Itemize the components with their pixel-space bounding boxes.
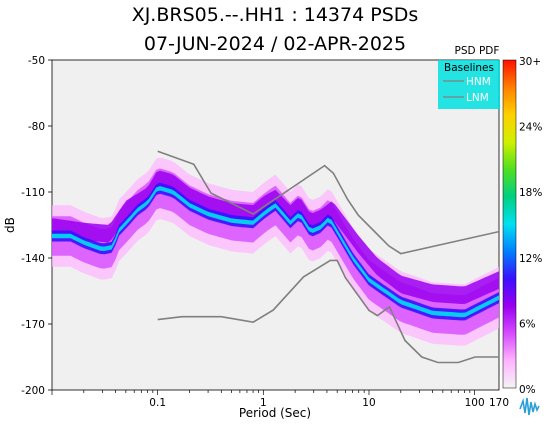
pdf-heatmap (52, 157, 499, 346)
x-tick-label: 170 (489, 397, 509, 409)
baseline-lnm (157, 259, 499, 364)
baseline-curves (157, 150, 499, 364)
colorbar (502, 59, 517, 389)
y-axis-label: dB (3, 217, 17, 233)
x-axis-label: Period (Sec) (239, 406, 311, 420)
pdf-band-inner (52, 170, 499, 304)
y-tick-label: -80 (28, 121, 45, 133)
x-tick-label: 1 (260, 397, 267, 409)
y-axis: -50 -80 -110 -140 -170 -200 (21, 55, 52, 397)
y-tick-label: -140 (21, 253, 45, 265)
x-tick-label: 100 (465, 397, 485, 409)
colorbar-title: PSD PDF (455, 45, 500, 57)
colorbar-tick-label: 24% (519, 122, 542, 134)
baseline-hnm (157, 150, 499, 255)
pdf-band-core (52, 182, 499, 321)
x-tick-label: 0.1 (149, 397, 166, 409)
app-logo-icon (518, 393, 542, 419)
colorbar-tick-label: 30+ (519, 56, 541, 68)
legend-title: Baselines (444, 62, 494, 74)
y-tick-label: -50 (28, 55, 45, 67)
y-tick-label: -200 (21, 385, 45, 397)
y-tick-label: -170 (21, 319, 45, 331)
y-tick-label: -110 (21, 187, 45, 199)
legend-entry-label: HNM (466, 76, 491, 88)
x-tick-label: 10 (362, 397, 375, 409)
legend: Baselines HNM LNM (438, 60, 500, 109)
x-axis: 0.1 1 10 100 170 (51, 390, 509, 409)
colorbar-tick-label: 6% (519, 318, 536, 330)
chart-title: XJ.BRS05.--.HH1 : 14374 PSDs (131, 4, 419, 26)
colorbar-labels: 30+24%18%12%6%0% (519, 56, 542, 396)
legend-entry-label: LNM (466, 92, 489, 104)
legend-box (438, 60, 500, 109)
colorbar-tick-label: 18% (519, 187, 542, 199)
chart-subtitle: 07-JUN-2024 / 02-APR-2025 (143, 33, 407, 55)
colorbar-tick-label: 12% (519, 253, 542, 265)
